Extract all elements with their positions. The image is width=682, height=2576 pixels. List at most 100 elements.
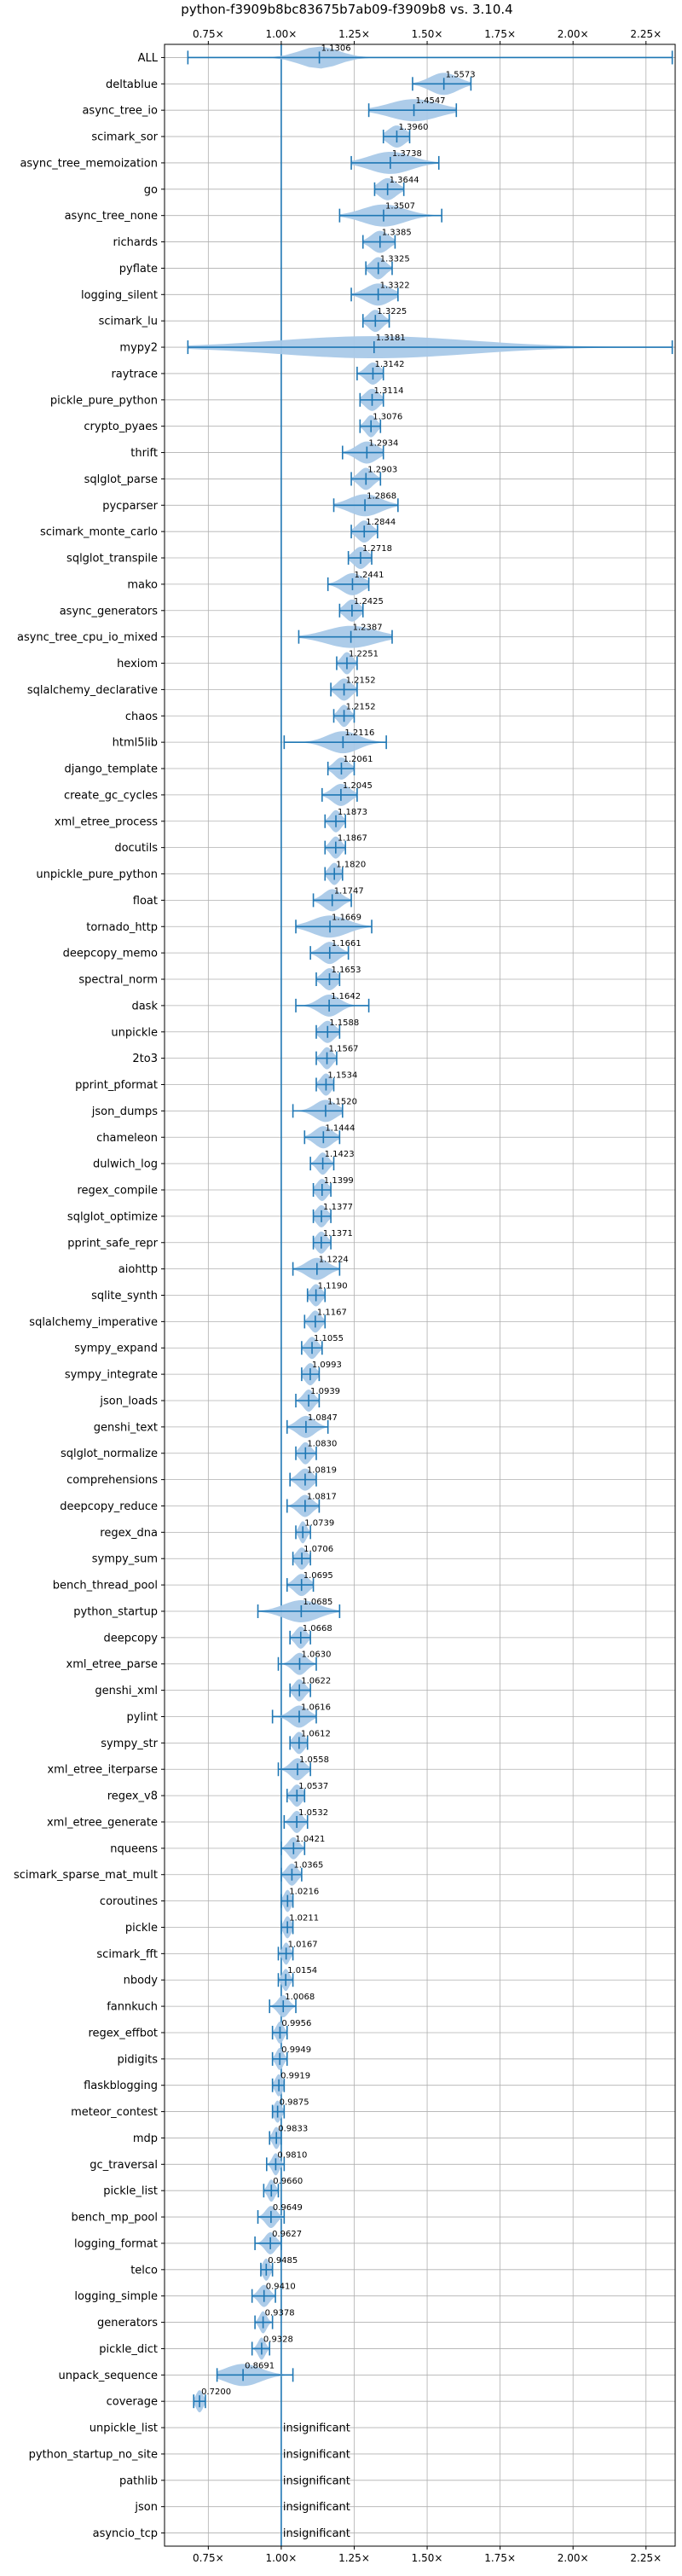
benchmark-label: xml_etree_iterparse — [47, 1764, 158, 1777]
benchmark-label: create_gc_cycles — [64, 789, 158, 802]
benchmark-label: go — [144, 183, 158, 196]
median-value-label: 1.1444 — [325, 1123, 355, 1133]
median-value-label: 1.0216 — [289, 1888, 319, 1897]
median-value-label: 0.9660 — [273, 2177, 303, 2186]
median-value-label: 1.1377 — [323, 1203, 353, 1212]
benchmark-label: richards — [113, 236, 159, 249]
label-layer: ALL deltablue async_tree_io scimark_sorasyn… — [14, 44, 476, 2540]
x-tick-label-bottom: 1.25× — [338, 2552, 370, 2564]
insignificant-label: insignificant — [283, 2422, 350, 2435]
benchmark-label: 2to3 — [132, 1053, 158, 1065]
median-value-label: 0.8691 — [245, 2361, 275, 2370]
median-value-label: 1.0847 — [308, 1413, 338, 1423]
median-value-label: 1.3507 — [385, 202, 415, 212]
median-value-label: 1.2152 — [346, 702, 376, 711]
benchmark-label: thrift — [130, 447, 158, 460]
median-value-label: 1.0685 — [303, 1598, 332, 1607]
median-value-label: 1.1867 — [338, 834, 367, 844]
median-value-label: 1.1534 — [327, 1071, 357, 1081]
median-value-label: 1.2844 — [366, 518, 396, 527]
median-value-label: 1.0993 — [312, 1361, 342, 1370]
x-tick-label-bottom: 1.75× — [484, 2552, 516, 2564]
median-value-label: 1.0532 — [298, 1808, 328, 1818]
benchmark-label: nbody — [124, 1975, 159, 1987]
median-value-label: 1.2868 — [367, 491, 396, 501]
median-value-label: 1.0558 — [299, 1755, 329, 1765]
benchmark-label: coroutines — [100, 1895, 158, 1908]
median-value-label: 1.3322 — [380, 281, 410, 290]
median-value-label: 1.0211 — [289, 1913, 319, 1923]
median-value-label: 1.1669 — [332, 913, 361, 922]
benchmark-label: mako — [127, 578, 158, 591]
x-tick-label-bottom: 1.00× — [266, 2552, 298, 2564]
benchmark-label: scimark_monte_carlo — [40, 526, 158, 539]
median-value-label: 1.2152 — [346, 676, 376, 685]
benchmark-label: logging_silent — [81, 289, 158, 302]
benchmark-label: sqlite_synth — [91, 1290, 158, 1303]
median-value-label: 1.1642 — [331, 992, 361, 1001]
benchmark-label: crypto_pyaes — [84, 421, 158, 433]
median-value-label: 1.1167 — [317, 1308, 347, 1317]
benchmark-label: xml_etree_process — [55, 815, 158, 828]
median-value-label: 0.7200 — [201, 2387, 231, 2397]
benchmark-label: json_loads — [99, 1395, 158, 1407]
median-value-label: 1.0817 — [307, 1492, 337, 1501]
benchmark-label: scimark_sparse_mat_mult — [14, 1869, 158, 1882]
median-value-label: 1.4547 — [416, 96, 446, 106]
median-value-label: 0.9833 — [278, 2124, 308, 2133]
benchmark-label: xml_etree_generate — [47, 1816, 158, 1829]
median-value-label: 1.1224 — [319, 1256, 349, 1265]
benchmark-label: mypy2 — [119, 342, 158, 355]
benchmark-label: dask — [131, 1000, 158, 1012]
median-value-label: 1.1306 — [321, 44, 351, 53]
benchmark-label: sympy_integrate — [65, 1369, 158, 1382]
median-value-label: 1.2441 — [354, 571, 384, 580]
benchmark-label: deltablue — [106, 78, 158, 91]
benchmark-label: unpickle_list — [90, 2422, 158, 2435]
median-value-label: 1.0819 — [307, 1466, 337, 1476]
median-value-label: 1.2387 — [353, 624, 383, 633]
benchmark-label: docutils — [114, 842, 158, 855]
median-value-label: 1.2251 — [349, 650, 379, 659]
median-value-label: 1.2718 — [362, 544, 392, 554]
median-value-label: 1.3076 — [373, 413, 402, 422]
median-value-label: 1.0365 — [293, 1861, 323, 1871]
benchmark-label: deepcopy_memo — [63, 948, 158, 960]
benchmark-label: generators — [97, 2317, 158, 2329]
median-value-label: 1.2061 — [343, 755, 373, 764]
median-value-label: 1.0706 — [303, 1545, 333, 1554]
median-value-label: 1.0167 — [288, 1940, 318, 1949]
median-value-label: 1.3960 — [398, 123, 428, 132]
median-value-label: 0.9949 — [281, 2045, 311, 2055]
median-value-label: 1.2425 — [354, 597, 384, 606]
median-value-label: 1.3325 — [380, 254, 410, 264]
median-value-label: 1.2116 — [344, 728, 374, 738]
x-tick-label-top: 0.75× — [193, 28, 224, 40]
median-value-label: 1.3142 — [374, 360, 404, 369]
median-value-label: 1.1520 — [327, 1097, 357, 1106]
median-value-label: 1.0612 — [301, 1729, 331, 1738]
median-value-label: 1.0830 — [307, 1440, 337, 1449]
x-tick-label-top: 2.00× — [558, 28, 589, 40]
benchmark-label: raytrace — [111, 368, 158, 380]
median-value-label: 1.1653 — [331, 966, 361, 975]
median-value-label: 1.1399 — [324, 1176, 354, 1186]
median-value-label: 1.0630 — [301, 1651, 331, 1660]
benchmark-label: sqlalchemy_declarative — [27, 684, 158, 697]
benchmark-label: scimark_lu — [99, 316, 158, 328]
median-value-label: 1.0616 — [301, 1703, 331, 1712]
median-value-label: 1.1820 — [336, 861, 366, 870]
median-value-label: 1.3114 — [374, 386, 404, 396]
median-value-label: 0.9956 — [281, 2019, 311, 2028]
x-tick-label-bottom: 0.75× — [193, 2552, 224, 2564]
benchmark-label: sqlglot_transpile — [66, 553, 158, 566]
benchmark-label: regex_compile — [77, 1185, 158, 1198]
insignificant-label: insignificant — [283, 2448, 350, 2461]
benchmark-label: json — [134, 2501, 158, 2514]
median-value-label: 1.0695 — [303, 1571, 333, 1581]
benchmark-label: sqlglot_normalize — [61, 1448, 158, 1460]
median-value-label: 1.2903 — [367, 465, 397, 474]
median-value-label: 1.1588 — [329, 1018, 359, 1028]
benchmark-label: scimark_fft — [96, 1948, 158, 1961]
benchmark-label: django_template — [65, 763, 158, 776]
